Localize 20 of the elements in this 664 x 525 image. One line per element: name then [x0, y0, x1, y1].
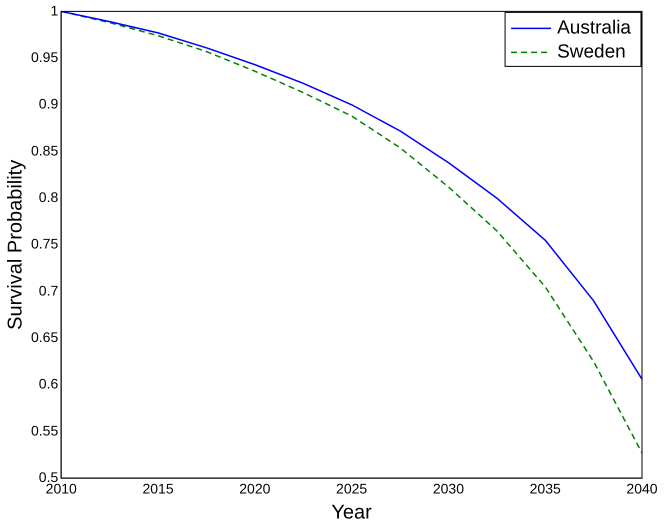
y-tick-label: 1 — [50, 2, 58, 18]
y-tick-label: 0.85 — [31, 142, 58, 158]
y-tick-label: 0.8 — [38, 188, 58, 205]
y-axis-title: Survival Probability — [4, 160, 27, 330]
x-tick-label: 2030 — [432, 480, 464, 496]
y-tick-label: 0.9 — [38, 96, 58, 112]
y-tick-label: 0.6 — [38, 376, 58, 392]
legend-label: Sweden — [557, 42, 626, 63]
y-tick-label: 0.95 — [31, 48, 58, 65]
x-tick-label: 2020 — [239, 480, 271, 496]
x-tick-label: 2015 — [142, 480, 174, 496]
y-tick-label: 0.55 — [31, 422, 58, 438]
x-axis-title: Year — [331, 502, 372, 524]
legend-label: Australia — [557, 18, 632, 39]
y-tick-label: 0.75 — [31, 236, 58, 252]
y-tick-label: 0.7 — [38, 282, 58, 298]
x-tick-label: 2040 — [626, 480, 658, 496]
x-tick-label: 2025 — [336, 480, 368, 496]
y-tick-label: 0.65 — [31, 329, 58, 346]
x-tick-label: 2035 — [530, 480, 561, 496]
